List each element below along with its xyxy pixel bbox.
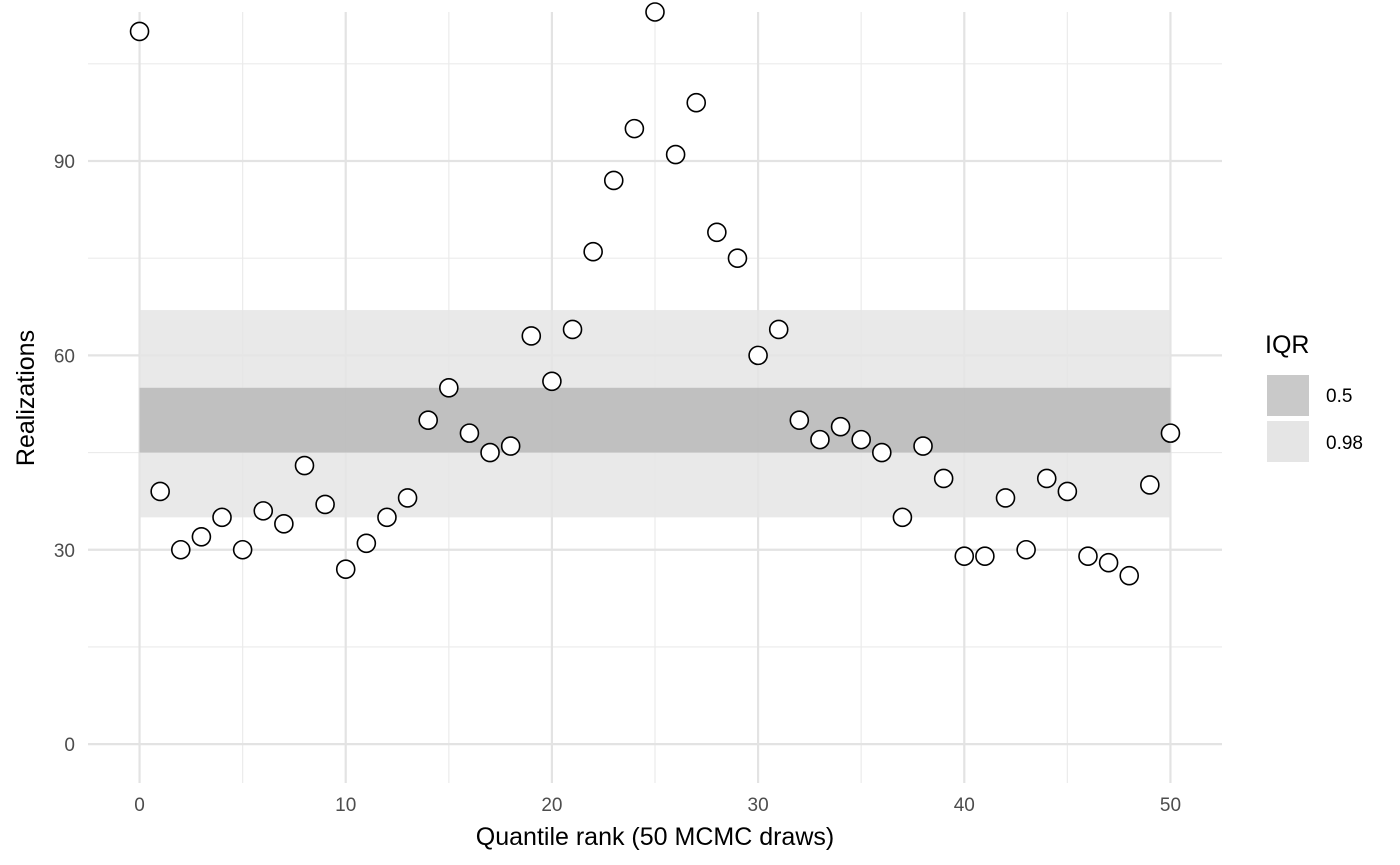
- data-point: [665, 144, 686, 165]
- data-point: [294, 455, 315, 476]
- legend-label-0.98: 0.98: [1326, 433, 1363, 454]
- data-point: [191, 526, 212, 547]
- x-tick-label: 20: [541, 795, 562, 816]
- data-point: [1140, 475, 1160, 495]
- x-axis-title: Quantile rank (50 MCMC draws): [476, 823, 834, 851]
- data-point: [727, 248, 748, 269]
- data-point: [253, 501, 274, 521]
- data-point: [170, 539, 191, 560]
- y-tick-labels: 0 30 60 90: [54, 152, 75, 756]
- data-point: [315, 494, 335, 515]
- data-point: [274, 514, 294, 534]
- data-point: [768, 319, 789, 340]
- y-axis-title: Realizations: [12, 330, 40, 466]
- x-tick-label: 40: [954, 795, 975, 816]
- legend: IQR 0.5 0.98: [1265, 331, 1363, 462]
- data-point: [748, 345, 768, 366]
- data-point: [129, 21, 150, 42]
- iqr-bands: [139, 310, 1171, 518]
- data-point: [583, 241, 603, 262]
- data-point: [500, 436, 521, 456]
- data-point: [1160, 423, 1181, 443]
- y-tick-label: 30: [54, 541, 75, 562]
- data-point: [686, 92, 707, 113]
- data-point: [954, 546, 975, 567]
- data-point: [624, 118, 645, 139]
- data-point: [789, 410, 810, 430]
- data-point: [150, 481, 170, 502]
- data-point: [542, 371, 562, 392]
- legend-label-0.5: 0.5: [1326, 386, 1352, 407]
- data-point: [521, 326, 542, 346]
- data-point: [871, 442, 892, 463]
- legend-title: IQR: [1265, 331, 1309, 359]
- y-tick-label: 0: [64, 735, 75, 756]
- legend-key-0.5: [1267, 375, 1309, 416]
- data-point: [356, 533, 377, 554]
- legend-key-0.98: [1267, 421, 1309, 462]
- data-point: [480, 442, 500, 463]
- data-point: [377, 507, 397, 528]
- data-point: [707, 222, 727, 243]
- data-point: [975, 546, 995, 567]
- x-tick-label: 10: [335, 795, 356, 816]
- data-point: [1119, 565, 1140, 586]
- data-point: [830, 416, 851, 437]
- data-point: [459, 423, 480, 443]
- data-point: [645, 2, 665, 22]
- data-point: [418, 410, 439, 430]
- data-points: [129, 2, 1181, 586]
- data-point: [913, 436, 933, 456]
- data-point: [603, 170, 624, 191]
- data-point: [1057, 481, 1078, 502]
- data-point: [1036, 468, 1057, 489]
- data-point: [562, 319, 583, 340]
- x-tick-label: 50: [1160, 795, 1181, 816]
- data-point: [810, 429, 830, 450]
- data-point: [212, 507, 232, 528]
- data-point: [232, 539, 253, 560]
- y-tick-label: 60: [54, 346, 75, 367]
- data-point: [892, 507, 913, 528]
- x-tick-label: 0: [134, 795, 145, 816]
- band-0.5: [139, 387, 1171, 453]
- x-tick-label: 30: [748, 795, 769, 816]
- data-point: [335, 559, 356, 579]
- data-point: [851, 429, 871, 450]
- x-tick-labels: 0 10 20 30 40 50: [134, 795, 1181, 816]
- data-point: [1098, 552, 1119, 573]
- data-point: [397, 488, 418, 508]
- data-point: [1016, 539, 1036, 560]
- data-point: [933, 468, 954, 489]
- data-point: [995, 488, 1016, 508]
- data-point: [1078, 546, 1098, 567]
- y-tick-label: 90: [54, 152, 75, 173]
- data-point: [439, 377, 459, 398]
